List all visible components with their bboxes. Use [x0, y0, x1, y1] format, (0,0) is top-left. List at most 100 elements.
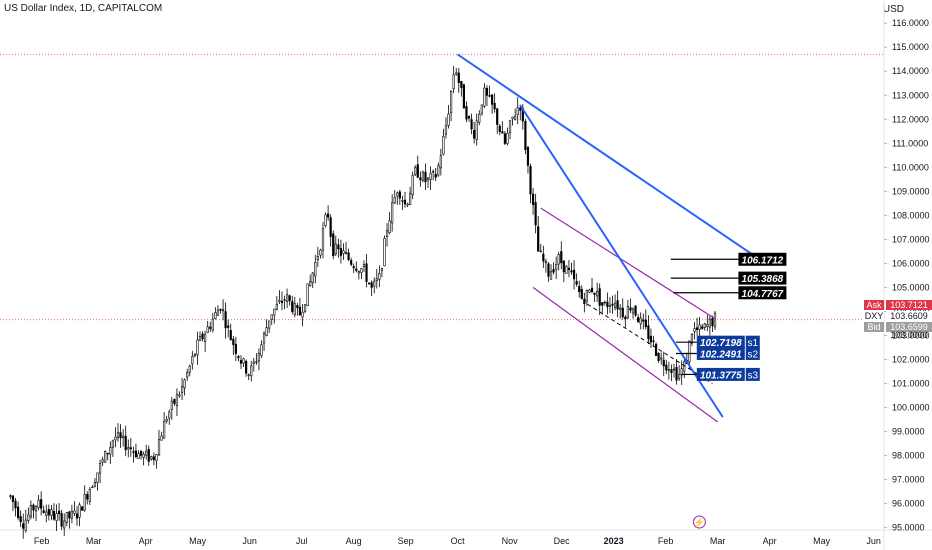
candle-body [293, 303, 296, 315]
candle-body [398, 191, 401, 199]
candle-body [637, 317, 640, 323]
candle-body [493, 102, 496, 110]
candle-body [98, 463, 102, 474]
candle-body [232, 338, 235, 346]
y-tick-label: 105.0000 [892, 282, 930, 292]
candle-body [273, 308, 276, 316]
candle-body [629, 307, 632, 311]
x-tick-label: May [813, 536, 831, 546]
candle-body [132, 451, 135, 453]
time-axis[interactable]: Feb Mar Apr May Jun Jul Aug Sep Oct Nov Dec 2023 Feb… [34, 536, 881, 546]
candle-body [11, 495, 15, 502]
candle-body [473, 129, 476, 139]
candle-body [444, 125, 448, 135]
candle-body [624, 316, 627, 319]
candle-body [324, 214, 327, 226]
candle-body [585, 289, 588, 302]
last-price-value: 103.6609 [890, 311, 928, 321]
candle-body [219, 309, 222, 311]
ask-tag-label: Ask [866, 300, 882, 310]
candle-body [713, 312, 717, 328]
x-tick-label: Nov [502, 536, 519, 546]
symbol-title: US Dollar Index, 1D, CAPITALCOM [4, 3, 163, 14]
candle-body [693, 328, 696, 332]
candle-body [665, 364, 668, 371]
candle-body [711, 318, 714, 327]
candle-body [262, 332, 266, 344]
candle-body [286, 294, 289, 302]
ask-tag-box [864, 300, 884, 310]
candle-body [578, 286, 581, 293]
candle-body [652, 340, 655, 342]
candle-body [303, 304, 307, 312]
x-tick-label: Apr [763, 536, 777, 546]
y-tick-label: 101.0000 [892, 378, 930, 388]
candle-body [283, 299, 286, 301]
price-axis[interactable]: 95.0000 96.0000 97.0000 98.0000 99.0000 100.0… [884, 18, 930, 533]
trendline [519, 104, 724, 418]
candle-body [27, 514, 30, 521]
candle-body [73, 510, 76, 514]
candle-body [706, 323, 709, 327]
candle-body [350, 260, 353, 265]
candle-body [524, 121, 527, 150]
candle-body [647, 325, 650, 340]
level-label-box [696, 367, 745, 381]
candle-body [134, 450, 138, 457]
y-tick-label: 111.0000 [892, 138, 928, 148]
candle-body [355, 268, 358, 271]
bid-tag-label: Bid [867, 322, 880, 332]
bid-tag-box [864, 322, 884, 332]
x-tick-label: Aug [346, 536, 362, 546]
candle-body [260, 344, 263, 356]
candle-body [329, 217, 332, 237]
candle-body [145, 450, 148, 456]
candle-body [508, 120, 512, 133]
candle-body [690, 334, 694, 344]
candle-body [337, 244, 340, 250]
candle-body [506, 132, 509, 144]
event-marker-glyph: ⚡ [694, 517, 705, 529]
candle-body [198, 335, 202, 341]
candle-body [114, 436, 117, 441]
candle-body [613, 302, 617, 308]
candle-body [424, 171, 427, 183]
candle-body [152, 456, 155, 461]
level-label: 102.2491 [700, 349, 742, 360]
y-tick-label: 110.0000 [892, 162, 929, 172]
drawing-layer[interactable]: 106.1712 105.3868 104.7767 102.7198 s1 102.24… [457, 53, 787, 423]
candle-body [414, 167, 417, 175]
candle-body [29, 504, 32, 518]
candle-body [452, 74, 455, 89]
x-tick-label: Mar [710, 536, 726, 546]
candle-body [301, 311, 304, 318]
level-label-box [738, 252, 787, 266]
candle-body [319, 249, 322, 256]
candle-body [160, 435, 163, 441]
candle-body [22, 523, 25, 529]
candle-body [580, 289, 583, 299]
candle-body [180, 386, 184, 393]
candle-body [596, 291, 599, 297]
candle-body [429, 172, 432, 180]
candle-body [672, 368, 676, 371]
candle-body [296, 304, 299, 309]
y-tick-label: 103.0000 [892, 330, 930, 340]
candle-body [362, 264, 366, 267]
candle-body [642, 319, 645, 322]
candle-body [654, 343, 658, 356]
candle-body [339, 248, 343, 256]
candle-body [485, 87, 489, 96]
candle-body [432, 171, 435, 173]
candle-body [460, 80, 463, 88]
support-tag-box [745, 335, 760, 349]
candle-body [275, 303, 278, 310]
candle-body [549, 271, 553, 280]
candle-body [86, 494, 89, 500]
candle-body [434, 173, 437, 178]
candle-body [101, 459, 104, 463]
candle-body [306, 283, 309, 307]
candle-body [255, 361, 258, 363]
candle-body [419, 177, 422, 181]
